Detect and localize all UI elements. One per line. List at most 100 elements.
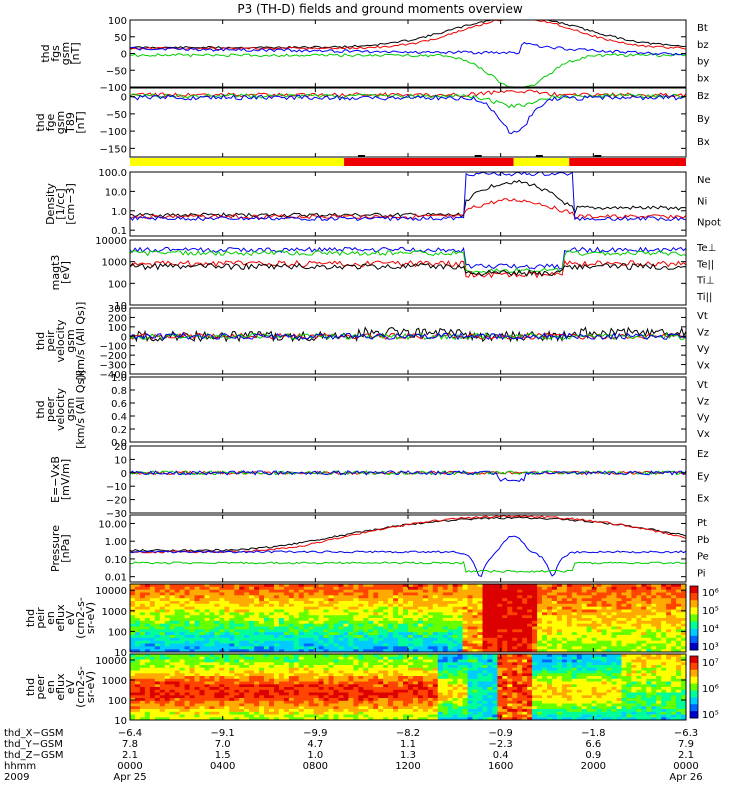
spectrogram-cell xyxy=(497,695,503,699)
spectrogram-cell xyxy=(368,687,374,691)
spectrogram-cell xyxy=(139,629,146,633)
spectrogram-cell xyxy=(472,665,479,669)
spectrogram-cell xyxy=(487,673,493,677)
spectrogram-cell xyxy=(244,700,250,705)
spectrogram-cell xyxy=(388,643,394,647)
spectrogram-cell xyxy=(139,586,146,591)
spectrogram-cell xyxy=(388,711,394,716)
spectrogram-cell xyxy=(313,700,320,705)
spectrogram-cell xyxy=(244,665,250,669)
spectrogram-cell xyxy=(184,586,191,591)
spectrogram-cell xyxy=(482,676,489,680)
spectrogram-cell xyxy=(611,629,618,633)
spectrogram-cell xyxy=(676,618,682,622)
spectrogram-cell xyxy=(308,612,315,616)
spectrogram-cell xyxy=(189,687,196,691)
spectrogram-cell xyxy=(522,618,528,622)
spectrogram-cell xyxy=(651,595,657,599)
spectrogram-cell xyxy=(417,640,424,645)
spectrogram-cell xyxy=(179,606,186,611)
spectrogram-cell xyxy=(556,632,563,636)
spectrogram-cell xyxy=(209,626,215,630)
spectrogram-cell xyxy=(512,703,518,707)
spectrogram-cell xyxy=(552,598,558,602)
spectrogram-cell xyxy=(457,689,464,694)
spectrogram-cell xyxy=(348,681,354,685)
spectrogram-cell xyxy=(264,692,270,696)
spectrogram-cell xyxy=(353,689,359,694)
spectrogram-cell xyxy=(244,695,250,699)
spectrogram-cell xyxy=(502,703,508,707)
spectrogram-cell xyxy=(343,698,350,702)
spectrogram-cell xyxy=(308,684,315,688)
spectrogram-cell xyxy=(676,603,682,608)
spectrogram-cell xyxy=(244,601,250,605)
spectrogram-cell xyxy=(264,606,270,611)
spectrogram-cell xyxy=(348,586,354,591)
spectrogram-cell xyxy=(343,692,350,696)
spectrogram-cell xyxy=(139,678,146,683)
spectrogram-cell xyxy=(641,629,647,633)
spectrogram-cell xyxy=(656,632,662,636)
spectrogram-cell xyxy=(477,632,484,636)
spectrogram-cell xyxy=(676,592,682,596)
spectrogram-cell xyxy=(338,589,345,594)
spectrogram-cell xyxy=(288,656,295,661)
spectrogram-cell xyxy=(566,646,573,650)
spectrogram-cell xyxy=(532,643,538,647)
spectrogram-cell xyxy=(139,692,146,696)
spectrogram-cell xyxy=(249,623,255,628)
spectrogram-cell xyxy=(169,717,176,720)
spectrogram-cell xyxy=(348,695,354,699)
spectrogram-cell xyxy=(591,635,598,639)
spectrogram-cell xyxy=(522,595,528,599)
spectrogram-cell xyxy=(328,612,335,616)
spectrogram-cell xyxy=(556,589,563,594)
spectrogram-cell xyxy=(457,706,464,710)
spectrogram-cell xyxy=(427,606,434,611)
spectrogram-cell xyxy=(224,709,230,713)
spectrogram-cell xyxy=(348,676,354,680)
spectrogram-cell xyxy=(313,603,320,608)
spectrogram-cell xyxy=(616,643,623,647)
spectrogram-cell xyxy=(249,689,255,694)
spectrogram-cell xyxy=(298,667,305,672)
spectrogram-cell xyxy=(398,598,404,602)
spectrogram-cell xyxy=(636,589,642,594)
spectrogram-cell xyxy=(383,700,389,705)
spectrogram-cell xyxy=(363,681,369,685)
spectrogram-cell xyxy=(631,609,637,613)
spectrogram-cell xyxy=(318,678,325,683)
spectrogram-cell xyxy=(492,673,498,677)
spectrogram-cell xyxy=(591,626,598,630)
spectrogram-cell xyxy=(224,635,230,639)
spectrogram-cell xyxy=(254,706,260,710)
spectrogram-cell xyxy=(413,681,419,685)
spectrogram-cell xyxy=(139,698,146,702)
spectrogram-cell xyxy=(179,609,186,613)
spectrogram-cell xyxy=(512,601,518,605)
spectrogram-cell xyxy=(368,626,374,630)
spectrogram-cell xyxy=(651,635,657,639)
spectrogram-cell xyxy=(219,700,225,705)
spectrogram-cell xyxy=(308,667,315,672)
spectrogram-cell xyxy=(601,635,608,639)
spectrogram-cell xyxy=(149,618,156,622)
spectrogram-cell xyxy=(239,656,245,661)
spectrogram-cell xyxy=(348,592,354,596)
spectrogram-cell xyxy=(413,698,419,702)
y-axis-label: velocity xyxy=(54,319,67,362)
spectrogram-cell xyxy=(353,687,359,691)
spectrogram-cell xyxy=(249,618,255,622)
spectrogram-cell xyxy=(184,640,191,645)
spectrogram-cell xyxy=(417,662,424,666)
spectrogram-cell xyxy=(139,623,146,628)
spectrogram-cell xyxy=(373,673,379,677)
spectrogram-cell xyxy=(373,711,379,716)
spectrogram-cell xyxy=(487,640,493,645)
spectrogram-cell xyxy=(194,703,201,707)
spectrogram-cell xyxy=(303,637,310,642)
spectrogram-cell xyxy=(194,711,201,716)
spectrogram-cell xyxy=(432,692,439,696)
spectrogram-cell xyxy=(194,678,201,683)
